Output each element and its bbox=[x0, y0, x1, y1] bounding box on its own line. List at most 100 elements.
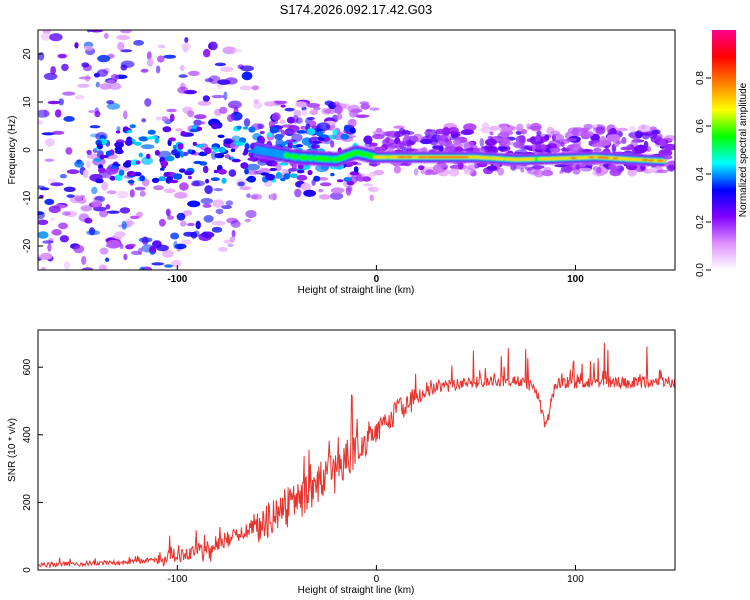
spectrogram-blob bbox=[195, 143, 205, 148]
spectrogram-blob bbox=[242, 126, 249, 130]
spectrogram-blob bbox=[85, 160, 91, 169]
spectrogram-blob bbox=[198, 152, 208, 157]
spectrogram-blob bbox=[303, 189, 316, 197]
spectrogram-blob bbox=[191, 180, 206, 187]
spectrogram-blob bbox=[369, 194, 374, 202]
spectrogram-blob bbox=[38, 52, 45, 61]
spectrogram-blob bbox=[241, 71, 253, 81]
spectrogram-blob bbox=[201, 231, 215, 239]
spectrogram-ridge-segment bbox=[462, 156, 470, 158]
spectrogram-blob bbox=[648, 167, 658, 173]
spectrogram-blob bbox=[166, 175, 174, 182]
spectrogram-blob bbox=[664, 135, 675, 142]
spectrogram-blob bbox=[448, 168, 460, 177]
spectrogram-blob bbox=[91, 199, 102, 208]
spectrogram-blob bbox=[286, 116, 295, 124]
snr-series-line bbox=[38, 342, 675, 569]
spectrogram-blob bbox=[50, 217, 55, 222]
spectrogram-ridge-segment bbox=[612, 157, 619, 160]
spectrogram-blob bbox=[187, 222, 195, 227]
spectrogram-blob bbox=[224, 154, 231, 159]
spectrogram-blob bbox=[227, 243, 234, 248]
spectrogram-blob bbox=[309, 109, 319, 115]
spectrogram-blob bbox=[170, 259, 182, 268]
spectrogram-blob bbox=[398, 128, 406, 135]
spectrogram-blob bbox=[155, 116, 162, 121]
spectrogram-blob bbox=[318, 177, 329, 181]
spectrogram-blob bbox=[592, 124, 598, 128]
spectrogram-blob bbox=[280, 177, 286, 182]
spectrogram-blob bbox=[109, 175, 116, 181]
spectrogram-blob bbox=[189, 128, 199, 133]
spectrogram-blob bbox=[81, 62, 90, 68]
snr-ytick-label: 0 bbox=[22, 567, 33, 573]
spectrogram-blob bbox=[333, 101, 341, 107]
colorbar-tick-label: 0.6 bbox=[695, 119, 706, 133]
spectrogram-blob bbox=[202, 165, 209, 174]
spectrogram-blob bbox=[244, 143, 250, 150]
spectrogram-blob bbox=[453, 139, 461, 146]
spectrogram-blob bbox=[119, 207, 131, 214]
spectrogram-blob bbox=[330, 187, 345, 194]
spectrogram-blob bbox=[187, 149, 192, 155]
spectrogram-blob bbox=[218, 246, 228, 252]
spectrogram-blob bbox=[253, 101, 263, 109]
spectrogram-blob bbox=[116, 34, 131, 41]
spectrogram-blob bbox=[82, 169, 89, 179]
spectrogram-blob bbox=[165, 208, 171, 217]
spectrogram-blob bbox=[498, 146, 508, 150]
spectrogram-blob bbox=[174, 192, 188, 199]
spectrogram-blob bbox=[650, 126, 657, 131]
spectrogram-blob bbox=[38, 253, 52, 260]
spectrogram-blob bbox=[93, 72, 100, 78]
spectrogram-blob bbox=[405, 140, 417, 145]
spectrogram-blob bbox=[454, 146, 464, 152]
spectrogram-blob bbox=[634, 144, 648, 154]
spectrogram-blob bbox=[213, 149, 220, 153]
spectrogram-blob bbox=[146, 136, 155, 140]
spectrogram-blob bbox=[204, 185, 213, 195]
spectrogram-blob bbox=[211, 94, 225, 99]
spectrogram-blob bbox=[581, 130, 594, 138]
spectrogram-blob bbox=[267, 132, 273, 138]
spectrogram-blob bbox=[179, 182, 189, 191]
spectrogram-blob bbox=[294, 188, 302, 198]
spectrogram-blob bbox=[179, 64, 185, 72]
spectrogram-blob bbox=[567, 127, 580, 134]
spectrogram-blob bbox=[197, 100, 211, 106]
spectrogram-ridge-segment bbox=[382, 155, 389, 159]
spectrogram-blob bbox=[244, 218, 251, 223]
spectrogram-blob bbox=[236, 125, 242, 130]
spectrogram-blob bbox=[49, 33, 63, 42]
spectrogram-blob bbox=[63, 116, 75, 122]
spectrogram-blob bbox=[106, 102, 121, 110]
spectrogram-blob bbox=[212, 199, 224, 208]
spectrogram-blob bbox=[462, 141, 475, 148]
snr-xtick-label: 100 bbox=[567, 574, 584, 585]
spectrogram-blob bbox=[397, 141, 408, 148]
spectrogram-blob bbox=[363, 135, 373, 145]
spectrogram-blob bbox=[44, 198, 55, 205]
spectrogram-blob bbox=[134, 186, 146, 191]
spectrogram-blob bbox=[192, 141, 197, 146]
spectrogram-blob bbox=[449, 137, 456, 141]
spectrogram-ytick-label: -20 bbox=[22, 238, 33, 253]
spectrogram-blob bbox=[94, 158, 102, 162]
spectrogram-blob bbox=[123, 110, 128, 120]
spectrogram-blob bbox=[526, 123, 531, 130]
spectrogram-blob bbox=[146, 58, 154, 67]
spectrogram-blob bbox=[412, 135, 418, 143]
spectrogram-blob bbox=[274, 100, 288, 105]
spectrogram-blob bbox=[535, 143, 543, 151]
spectrogram-blob bbox=[481, 145, 496, 149]
spectrogram-blob bbox=[114, 146, 123, 152]
spectrogram-blob bbox=[533, 169, 544, 178]
spectrogram-ridge-segment bbox=[647, 159, 655, 162]
spectrogram-blob bbox=[385, 136, 391, 144]
spectrogram-blob bbox=[288, 125, 300, 132]
spectrogram-blob bbox=[442, 126, 450, 136]
spectrogram-blob bbox=[129, 215, 140, 220]
spectrogram-ytick-label: 0 bbox=[22, 147, 33, 153]
spectrogram-blob bbox=[63, 186, 76, 192]
